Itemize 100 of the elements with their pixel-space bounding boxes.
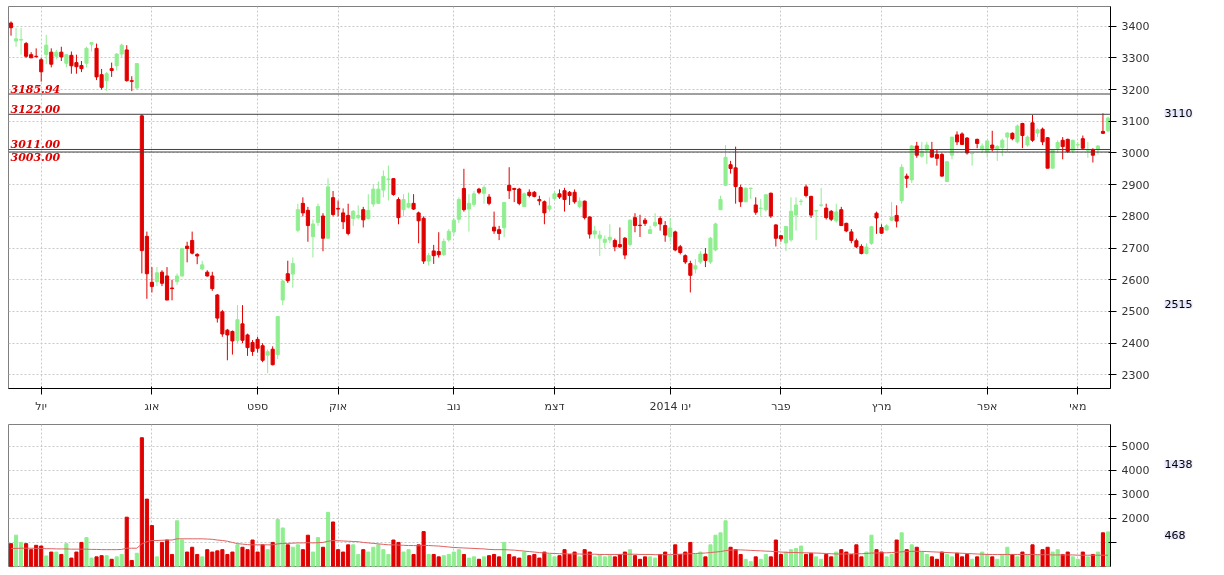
candlestick (305, 206, 310, 243)
bar (185, 551, 190, 567)
bar (522, 551, 527, 567)
bar (54, 551, 59, 567)
bar (975, 556, 980, 567)
bar (637, 558, 643, 567)
candlestick (8, 20, 14, 37)
text: 1438 (1164, 458, 1193, 472)
bar (8, 543, 14, 567)
candlestick (185, 241, 190, 263)
candlestick (280, 279, 285, 306)
candlestick (632, 212, 638, 233)
bar (295, 544, 300, 567)
y-tick-label: 2000 (1121, 512, 1150, 526)
bar (325, 511, 331, 567)
ref-line-label: 3185.94 (10, 83, 61, 97)
candlestick (507, 166, 512, 200)
bar (1020, 551, 1025, 567)
bar (1015, 556, 1020, 567)
bar (577, 556, 582, 567)
bar (814, 556, 819, 567)
y-tick-label: 3100 (1121, 115, 1150, 129)
candlestick (315, 203, 321, 227)
bar (970, 558, 975, 567)
bar (361, 549, 366, 567)
candlestick (597, 230, 602, 257)
candlestick (653, 212, 658, 228)
candlestick (461, 168, 466, 213)
bar (481, 556, 487, 567)
bar (285, 544, 290, 567)
bar (270, 541, 275, 567)
bar (949, 556, 955, 567)
y-tick-label: 2500 (1121, 305, 1150, 319)
bar (788, 549, 794, 567)
bar (798, 545, 804, 567)
bar (1085, 556, 1090, 567)
bar (1100, 532, 1106, 567)
x-tick-label: 2014 ינו (649, 399, 691, 413)
bar (894, 539, 899, 567)
x-tick-label: מאי (1069, 399, 1087, 413)
candlestick (642, 217, 648, 227)
bar (175, 520, 180, 567)
bar (990, 556, 995, 567)
bar (59, 553, 64, 567)
candlestick (1005, 131, 1010, 152)
bar (607, 555, 612, 567)
candlestick (481, 184, 487, 205)
ref-line-label: 3003.00 (10, 151, 61, 165)
bar (648, 556, 653, 567)
bar (104, 555, 109, 567)
x-tick-label: מרץ (871, 399, 892, 413)
y-tick-label: 2400 (1121, 337, 1150, 351)
candlestick (1100, 112, 1106, 135)
x-tick-label: דצמ (544, 399, 565, 413)
x-tick-label: אפר (977, 399, 998, 413)
candlestick (834, 203, 839, 224)
bar (899, 532, 904, 567)
candlestick (44, 34, 49, 65)
bar (1105, 531, 1111, 567)
bar (622, 551, 627, 567)
bar (924, 553, 929, 567)
candlestick (154, 266, 159, 287)
bar (200, 556, 205, 567)
text: 2515 (1164, 298, 1193, 312)
candlestick (13, 27, 19, 48)
bar (486, 555, 492, 567)
candlestick (456, 196, 461, 224)
candlestick (688, 260, 693, 293)
y-tick-label: 2800 (1121, 210, 1150, 224)
bar (909, 544, 914, 567)
bar (265, 549, 270, 567)
bar (159, 541, 165, 567)
bar (627, 549, 633, 567)
bar (24, 543, 29, 567)
bar (1080, 551, 1085, 567)
bar (471, 556, 477, 567)
bar (64, 543, 69, 567)
y-tick-label: 4000 (1121, 464, 1150, 478)
bar (1010, 553, 1015, 567)
candlestick (492, 211, 497, 235)
candlestick (990, 130, 995, 152)
bar (904, 549, 909, 567)
y-tick-label: 3200 (1121, 83, 1150, 97)
candlestick (361, 206, 366, 228)
bar (1025, 553, 1030, 567)
bar (44, 555, 49, 567)
ref-line-label: 3011.00 (10, 138, 61, 152)
candlestick (290, 257, 295, 289)
bar (1035, 553, 1040, 567)
candlestick (622, 236, 627, 260)
x-tick-label: יול (35, 399, 48, 413)
x-tick-label: פבר (771, 399, 791, 413)
candlestick (366, 193, 371, 221)
candlestick (1020, 122, 1025, 149)
candlestick (341, 207, 346, 230)
y-tick-label: 3000 (1121, 488, 1150, 502)
candlestick (84, 46, 89, 68)
bar (49, 551, 54, 567)
candlestick (768, 192, 773, 219)
bar (476, 558, 482, 567)
